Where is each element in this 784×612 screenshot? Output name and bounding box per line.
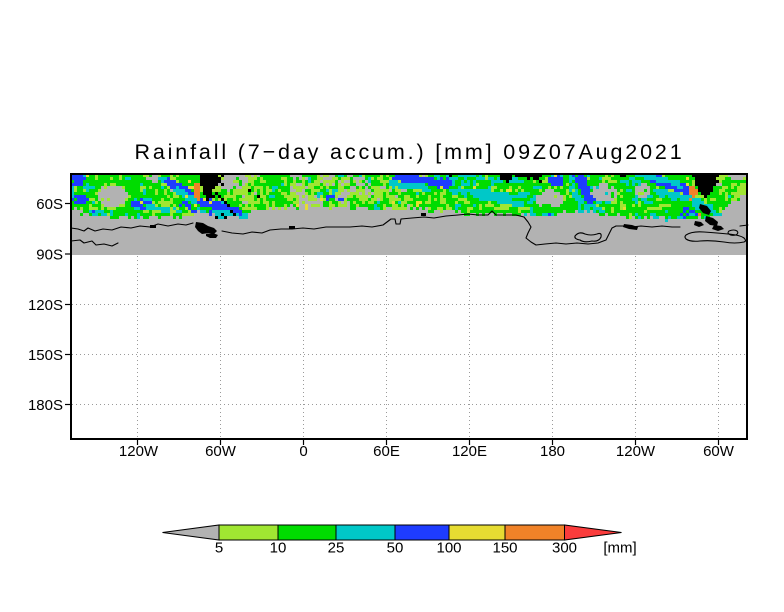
svg-text:120W: 120W <box>616 443 656 460</box>
svg-text:60W: 60W <box>205 443 237 460</box>
svg-text:120W: 120W <box>119 443 159 460</box>
svg-text:180S: 180S <box>28 397 63 414</box>
svg-text:60E: 60E <box>373 443 400 460</box>
svg-text:300: 300 <box>552 540 577 557</box>
svg-text:0: 0 <box>299 443 307 460</box>
svg-text:120E: 120E <box>452 443 487 460</box>
svg-text:180: 180 <box>540 443 565 460</box>
svg-text:10: 10 <box>270 540 287 557</box>
svg-text:100: 100 <box>436 540 461 557</box>
svg-text:60S: 60S <box>36 196 63 213</box>
svg-text:90S: 90S <box>36 247 63 264</box>
svg-text:150S: 150S <box>28 347 63 364</box>
svg-text:150: 150 <box>492 540 517 557</box>
svg-text:60W: 60W <box>703 443 735 460</box>
svg-text:Rainfall (7−day accum.) [mm] 0: Rainfall (7−day accum.) [mm] 09Z07Aug202… <box>134 140 684 164</box>
svg-text:25: 25 <box>328 540 345 557</box>
svg-text:5: 5 <box>215 540 223 557</box>
svg-text:[mm]: [mm] <box>603 540 636 557</box>
svg-text:120S: 120S <box>28 297 63 314</box>
svg-text:50: 50 <box>387 540 404 557</box>
